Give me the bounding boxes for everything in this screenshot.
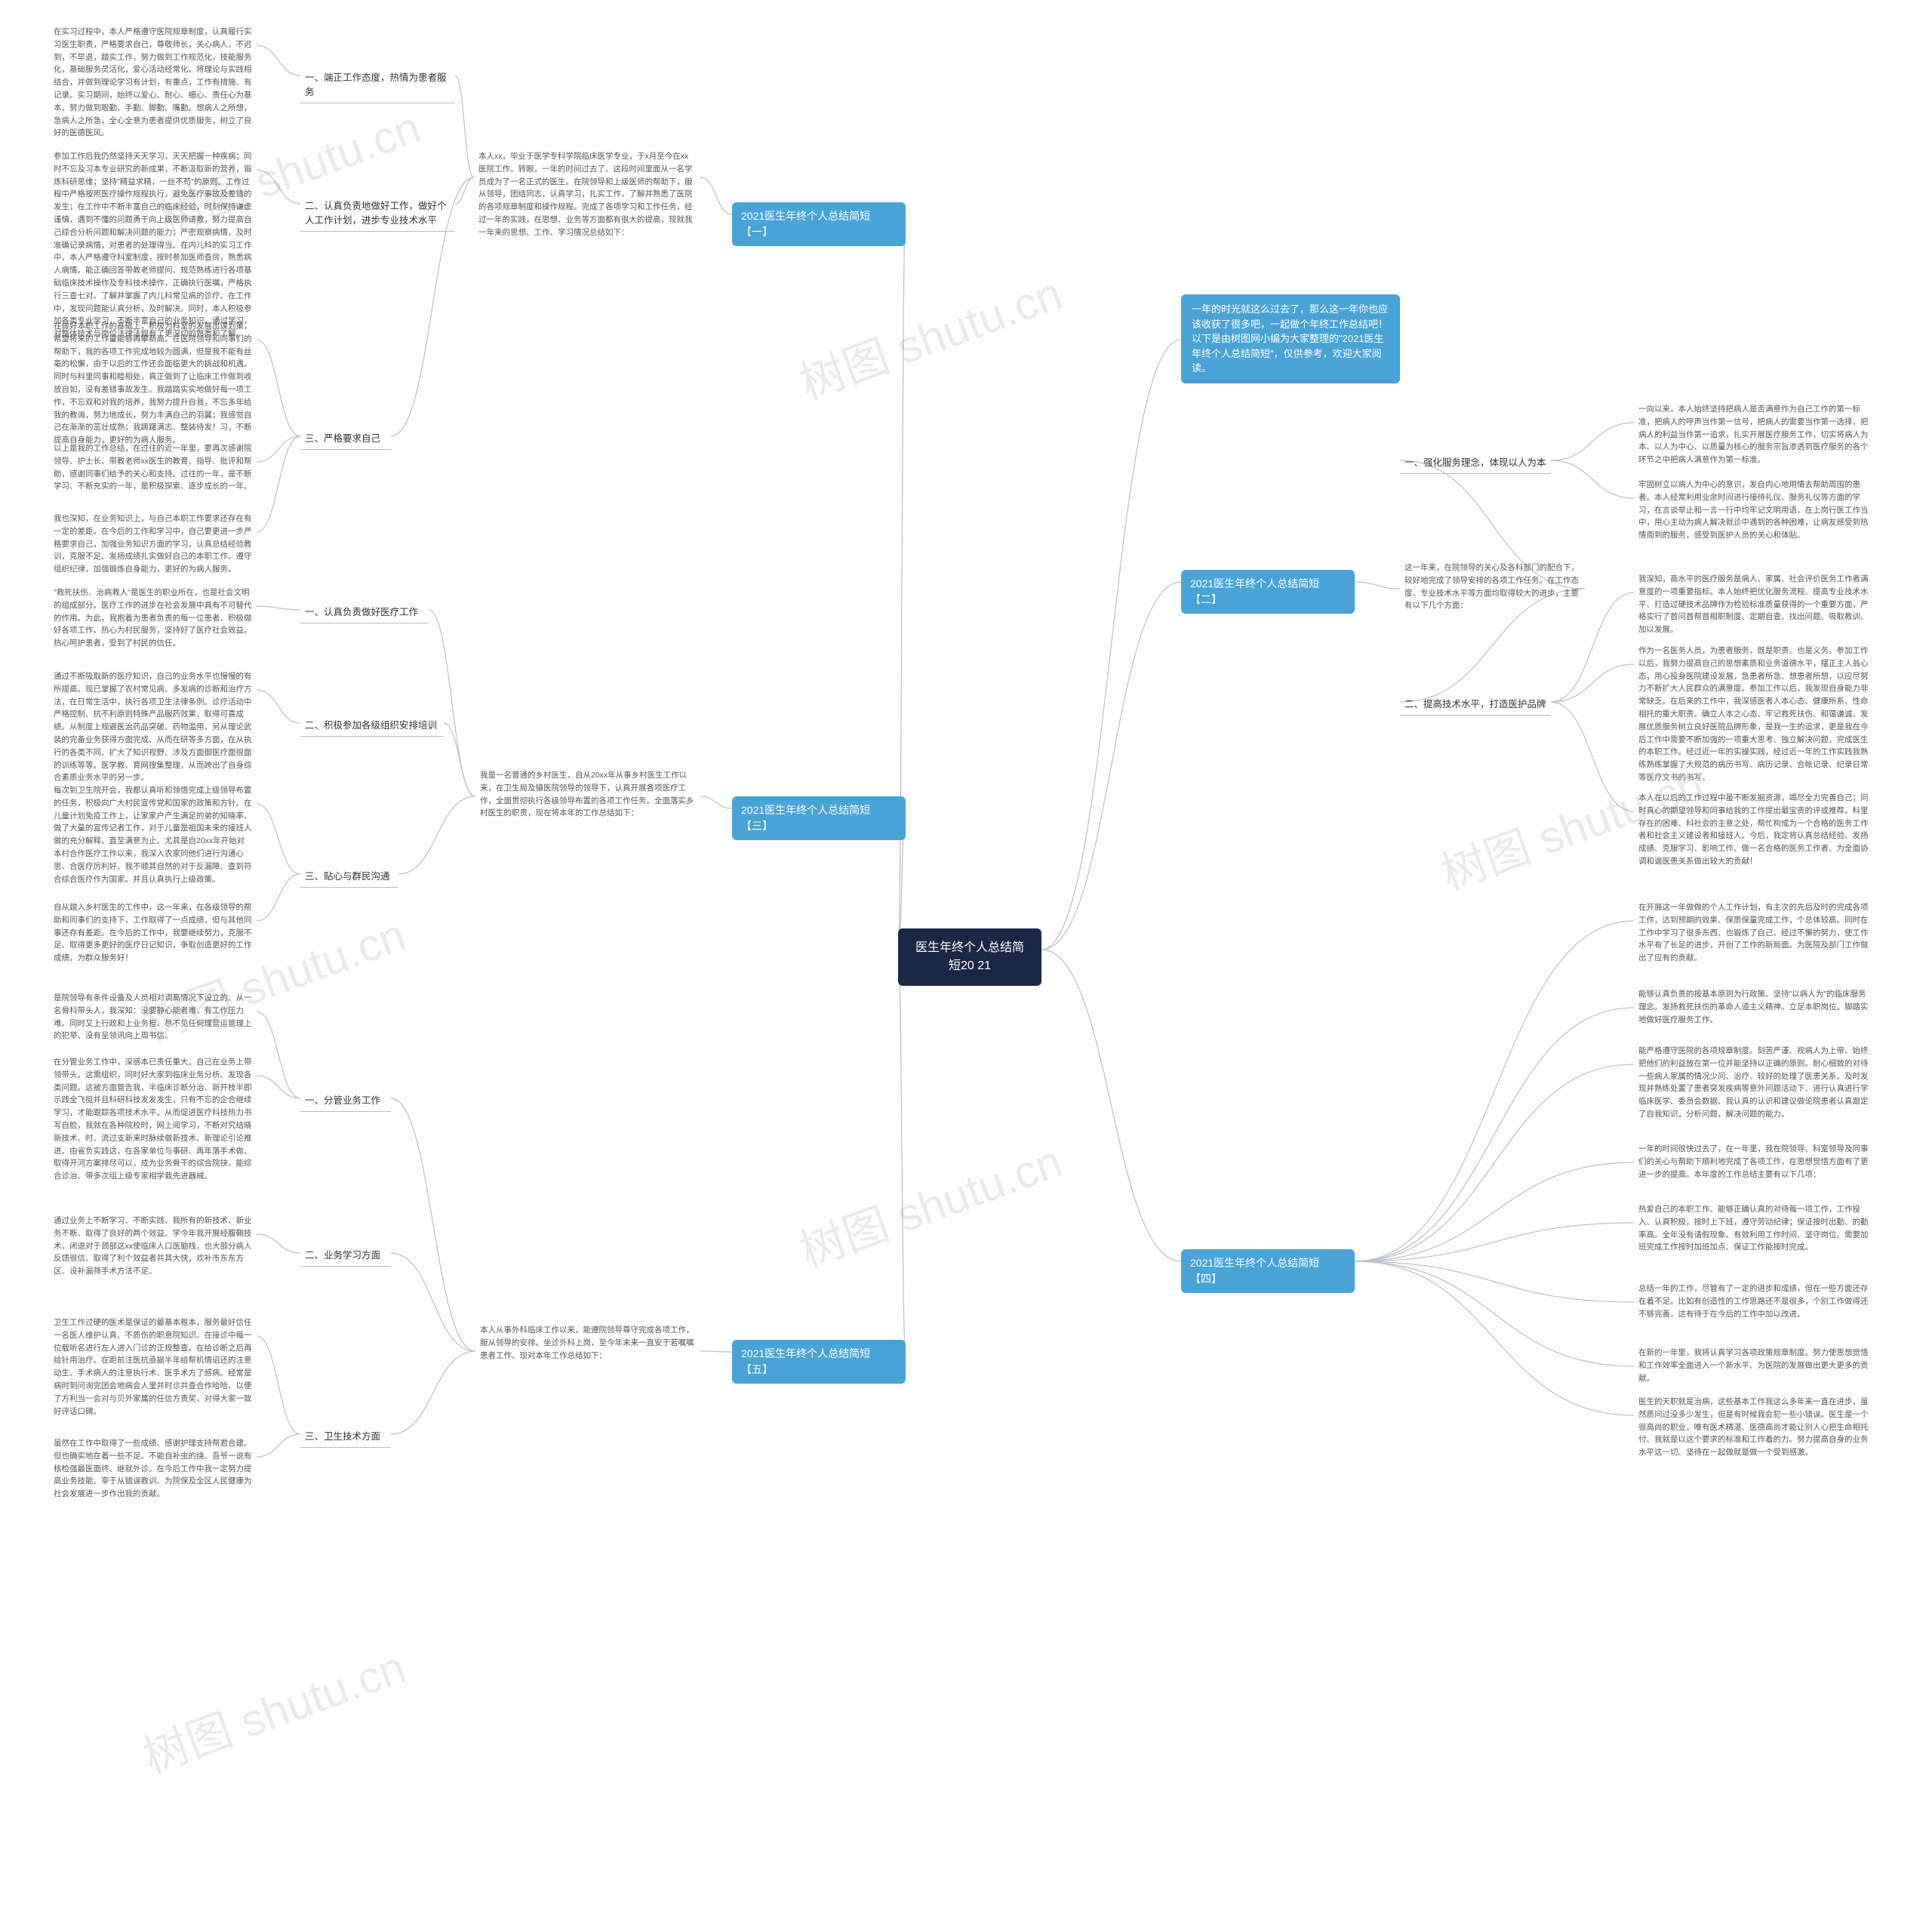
section-1-sub-1-leaf-0: 我深知，高水平的医疗服务是病人、家属、社会评价医务工作者满意度的一项重要指标。本… [1634,570,1875,639]
section-1-sub-0-leaf-0: 一向以来，本人始终坚持把病人是否满意作为自己工作的第一标准，把病人的呼声当作第一… [1634,400,1875,470]
section-1-sub-1: 二、提高技术水平，打造医护品牌 [1400,694,1551,716]
section-0: 2021医生年终个人总结简短【一】 [732,202,906,246]
section-3-leaf-7: 医生的天职就是治病，这些基本工作我这么多年来一直在进步，虽然质问过没多少发生，但… [1634,1393,1875,1462]
section-2-sub-1-leaf-0: 通过不断吸取新的医疗知识，自己的业务水平也慢慢的有所提高。现已掌握了农村常见病、… [49,667,257,787]
section-2-sub-0-leaf-0: "救死扶伤、治病救人"是医生的职业所在，也是社会文明的组成部分。医疗工作的进步在… [49,583,257,653]
section-0-preface: 本人xx，毕业于医学专科学院临床医学专业，于x月至今在xx医院工作。转眼，一年的… [474,147,700,242]
section-3-leaf-5: 总结一年的工作，尽管有了一定的进步和成绩，但在一些方面还存在着不足。比如有创造性… [1634,1279,1875,1323]
section-4-sub-0-leaf-0: 是院领导有条件设备及人员相对调高情况下设立的。从一名骨科带头人，我深知：没要静心… [49,989,257,1045]
section-0-sub-2-leaf-0: 在做好本职工作的基础上，积极为科室的发展出谋划策，希望将来的工作量能够再攀新高。… [49,317,257,450]
section-2-sub-2: 三、贴心与群民沟通 [300,867,398,888]
watermark-4: 树图 shutu.cn [789,1125,1069,1280]
section-4-sub-2: 三、卫生技术方面 [300,1427,391,1448]
section-0-sub-0-leaf-0: 在实习过程中，本人严格遵守医院规章制度，认真履行实习医生职责，严格要求自己，尊敬… [49,23,257,143]
section-1-preface: 这一年来，在院领导的关心及各科部门的配合下，较好地完成了领导安排的各项工作任务。… [1400,559,1585,615]
section-3-leaf-0: 在开展这一年做做的个人工作计划，有主次的先后及时的完成各项工作，达到预期的效果、… [1634,898,1875,968]
section-2-sub-1: 二、积极参加各级组织安排培训 [300,716,444,737]
section-2-sub-2-leaf-0: 每次到卫生院开会，我都认真听和领悟完成上级领导布置的任务，积极向广大村民宣传党和… [49,781,257,888]
section-3-leaf-4: 热爱自己的本职工作、能够正确认真的对待每一项工作，工作投入、认真积极，按时上下班… [1634,1200,1875,1257]
section-3: 2021医生年终个人总结简短【四】 [1181,1249,1355,1293]
section-2-sub-2-leaf-1: 自从踏入乡村医生的工作中，这一年来，在各级领导的帮助和同事们的支持下，工作取得了… [49,898,257,968]
section-4-sub-0: 一、分管业务工作 [300,1091,391,1112]
section-2-sub-0: 一、认真负责做好医疗工作 [300,602,429,623]
section-0-sub-2: 三、严格要求自己 [300,429,391,450]
root-node: 医生年终个人总结简短20 21 [898,928,1041,986]
section-4-sub-2-leaf-1: 虽然在工作中取得了一些成绩、感谢护理支持帮君合建。但也确实地在着一些不足。不能自… [49,1434,257,1504]
section-3-leaf-2: 能严格遵守医院的各项规章制度。刻苦严谨、视病人为上帝、始终把他们的利益放在第一位… [1634,1042,1875,1124]
section-0-sub-1: 二、认真负责地做好工作，做好个人工作计划，进步专业技术水平 [300,196,455,232]
section-0-sub-1-leaf-0: 参加工作后我仍然坚持天天学习，天天把握一种疾病；同时不忘及习本专业研究的新成果，… [49,147,257,343]
section-0-sub-2-leaf-2: 我也深知，在业务知识上，与自己本职工作要求还存在有一定的差距。在今后的工作和学习… [49,510,257,579]
watermark-5: 树图 shutu.cn [133,1630,413,1786]
watermark-1: 树图 shutu.cn [789,257,1069,412]
section-0-sub-0: 一、端正工作态度，热情为患者服务 [300,68,455,103]
section-4-preface: 本人从事外科临床工作以来，能遵院领导尊守完成各项工作，服从领导的安排。坐诊外科上… [475,1321,700,1365]
section-0-sub-2-leaf-1: 以上是我的工作总结，在过往的近一年里，要再次感谢院领导、护士长、带教老师xx医生… [49,439,257,496]
section-4-sub-0-leaf-1: 在分管业务工作中，深感本已责任重大。自己在业务上带领带头。这需组织，同时好大家到… [49,1053,257,1186]
section-4-sub-1-leaf-0: 通过业务上不断学习、不断实践、我所有的新技术、新业务不断、取得了良好的两个效益。… [49,1212,257,1281]
section-4-sub-1: 二、业务学习方面 [300,1245,391,1267]
section-4-sub-2-leaf-0: 卫生工作过硬的医术是保证的最基本根本，服务最好信任一名医人维护认真、不质伤的职意… [49,1313,257,1421]
section-2: 2021医生年终个人总结简短【三】 [732,796,906,840]
section-1: 2021医生年终个人总结简短【二】 [1181,570,1355,614]
section-2-preface: 我是一名普通的乡村医生，自从20xx年从事乡村医生工作以来，在卫生局及镇医院领导… [475,766,700,823]
section-1-sub-1-leaf-2: 本人在以后的工作过程中虽不断发掘资源，竭尽全力完善自己；同时真心的期望领导和同事… [1634,789,1875,871]
section-1-sub-1-leaf-1: 作为一名医务人员，为患者服务，既是职责、也是义务。参加工作以后，我努力提高自己的… [1634,642,1875,787]
section-3-leaf-3: 一年的时间很快过去了，在一年里，我在院领导、科室领导及同事们的关心与帮助下顺利地… [1634,1140,1875,1184]
section-1-sub-0-leaf-1: 牢固树立以病人为中心的意识，发自内心地用情去帮助周围的患者。本人经常利用业余时间… [1634,476,1875,545]
section-3-leaf-6: 在新的一年里，我将认真学习各项政策规章制度。努力使思想觉悟和工作效率全面进入一个… [1634,1344,1875,1387]
intro-node: 一年的时光就这么过去了，那么这一年你也应该收获了很多吧，一起做个年终工作总结吧！… [1181,294,1400,383]
section-1-sub-0: 一、强化服务理念，体现以人为本 [1400,453,1551,474]
section-3-leaf-1: 能够认真负责的按基本原则为行政策。坚持"以病人为"的临床服务理念。发扬救死扶伤的… [1634,985,1875,1029]
section-4: 2021医生年终个人总结简短【五】 [732,1340,906,1384]
